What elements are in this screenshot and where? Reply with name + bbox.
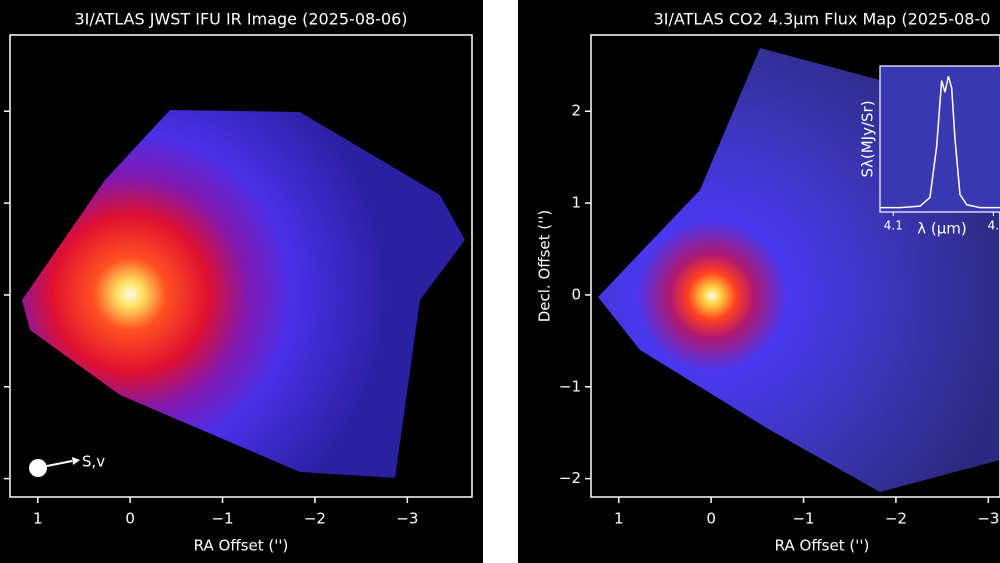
y-axis-label: Decl. Offset ('')	[536, 210, 554, 323]
x-tick-label: 1	[614, 510, 624, 528]
x-tick-label: −1	[792, 510, 814, 528]
annotation: S,v	[82, 453, 105, 471]
y-tick-label: −2	[559, 469, 581, 487]
chart-title: 3I/ATLAS JWST IFU IR Image (2025-08-06)	[74, 10, 407, 29]
ir-image	[22, 110, 465, 478]
plot-frame	[9, 34, 473, 498]
x-tick-label: −1	[211, 510, 233, 528]
chart-title: 3I/ATLAS CO2 4.3µm Flux Map (2025-08-0	[654, 10, 991, 29]
x-tick-label: −2	[304, 510, 326, 528]
y-tick-label: 1	[571, 194, 581, 212]
plot-frame	[590, 34, 1000, 498]
inset-x-tick-label: 4.1	[884, 219, 903, 233]
spectrum-line	[880, 76, 1000, 209]
inset-y-label: Sλ(MJy/Sr)	[859, 100, 877, 177]
y-tick-label: 2	[571, 102, 581, 120]
x-tick-label: −3	[396, 510, 418, 528]
arrowhead	[72, 457, 80, 465]
x-tick-label: −2	[885, 510, 907, 528]
y-tick-label: −1	[559, 377, 581, 395]
x-tick-label: 0	[125, 510, 135, 528]
inset-x-tick-label: 4.	[988, 219, 999, 233]
x-axis-label: RA Offset ('')	[194, 537, 289, 555]
arrow	[46, 460, 73, 467]
inset-frame	[879, 65, 1000, 213]
x-tick-label: 0	[706, 510, 716, 528]
sun-marker	[29, 459, 47, 477]
x-tick-label: 1	[33, 510, 43, 528]
x-tick-label: −3	[977, 510, 999, 528]
inset-x-label: λ (µm)	[917, 220, 967, 238]
x-axis-label: RA Offset ('')	[775, 537, 870, 555]
y-tick-label: 0	[571, 285, 581, 303]
